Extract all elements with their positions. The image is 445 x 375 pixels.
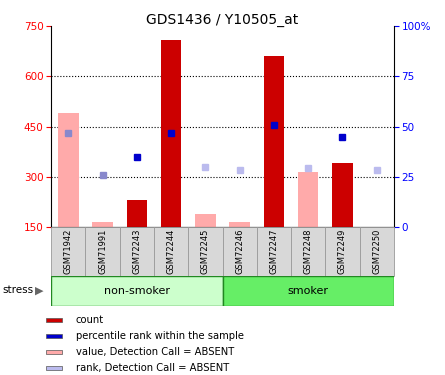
Text: rank, Detection Call = ABSENT: rank, Detection Call = ABSENT	[76, 363, 229, 374]
Bar	[222, 276, 394, 306]
Bar	[120, 227, 154, 276]
Bar	[58, 113, 79, 227]
Bar	[298, 172, 319, 227]
Bar	[46, 351, 62, 354]
Text: GSM72249: GSM72249	[338, 229, 347, 274]
Text: GSM72248: GSM72248	[303, 229, 313, 274]
Bar	[222, 227, 257, 276]
Bar	[46, 318, 62, 322]
Text: GSM72250: GSM72250	[372, 229, 381, 274]
Text: GSM72244: GSM72244	[166, 229, 176, 274]
Text: GSM71991: GSM71991	[98, 229, 107, 274]
Text: non-smoker: non-smoker	[104, 286, 170, 296]
Bar	[161, 40, 182, 227]
Text: GDS1436 / Y10505_at: GDS1436 / Y10505_at	[146, 13, 299, 27]
Text: count: count	[76, 315, 104, 325]
Bar	[51, 227, 85, 276]
Text: stress: stress	[2, 285, 33, 295]
Bar	[46, 334, 62, 338]
Text: GSM72243: GSM72243	[132, 229, 142, 274]
Bar	[257, 227, 291, 276]
Bar	[92, 222, 113, 227]
Text: percentile rank within the sample: percentile rank within the sample	[76, 331, 243, 341]
Bar	[360, 227, 394, 276]
Bar	[85, 227, 120, 276]
Bar	[195, 213, 216, 227]
Bar	[291, 227, 325, 276]
Text: GSM71942: GSM71942	[64, 229, 73, 274]
Bar	[263, 56, 284, 227]
Bar	[154, 227, 188, 276]
Text: smoker: smoker	[287, 286, 329, 296]
Bar	[229, 222, 250, 227]
Text: value, Detection Call = ABSENT: value, Detection Call = ABSENT	[76, 347, 234, 357]
Bar	[188, 227, 222, 276]
Text: GSM72246: GSM72246	[235, 229, 244, 274]
Text: GSM72245: GSM72245	[201, 229, 210, 274]
Bar	[325, 227, 360, 276]
Text: ▶: ▶	[35, 285, 44, 295]
Text: GSM72247: GSM72247	[269, 229, 279, 274]
Bar	[51, 276, 223, 306]
Bar	[46, 366, 62, 370]
Bar	[332, 164, 353, 227]
Bar	[126, 200, 147, 227]
